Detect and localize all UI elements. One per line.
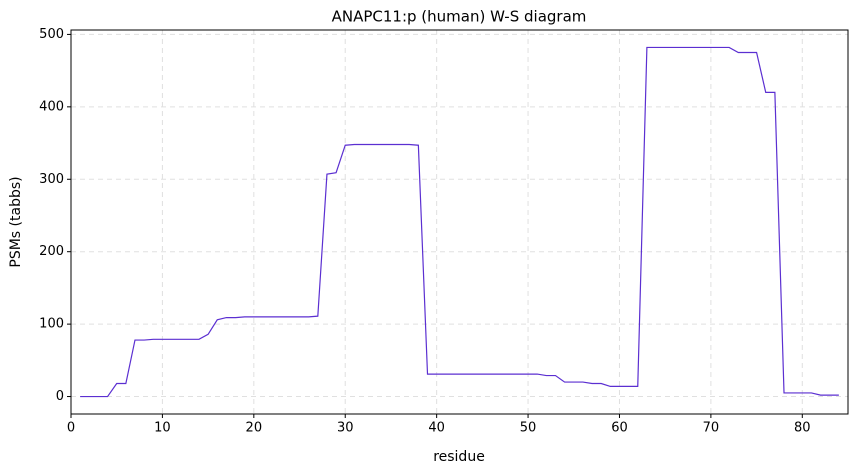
plot-frame bbox=[70, 29, 849, 415]
y-axis-label: PSMs (tabbs) bbox=[8, 176, 24, 267]
x-axis-label: residue bbox=[433, 449, 485, 465]
y-tick-label: 300 bbox=[39, 172, 64, 187]
y-tick-label: 500 bbox=[39, 27, 64, 42]
x-tick-label: 70 bbox=[703, 421, 720, 436]
x-tick-label: 60 bbox=[611, 421, 628, 436]
x-tick-label: 20 bbox=[246, 421, 263, 436]
x-tick-label: 10 bbox=[154, 421, 171, 436]
x-tick-label: 0 bbox=[67, 421, 75, 436]
x-tick-label: 50 bbox=[520, 421, 537, 436]
x-tick-label: 40 bbox=[428, 421, 445, 436]
y-tick-label: 400 bbox=[39, 99, 64, 114]
line bbox=[80, 46, 839, 398]
y-tick-label: 100 bbox=[39, 317, 64, 332]
x-tick-label: 80 bbox=[794, 421, 811, 436]
y-tick-label: 200 bbox=[39, 244, 64, 259]
chart-title: ANAPC11:p (human) W-S diagram bbox=[332, 8, 587, 26]
x-tick-label: 30 bbox=[337, 421, 354, 436]
y-tick-label: 0 bbox=[56, 389, 64, 404]
